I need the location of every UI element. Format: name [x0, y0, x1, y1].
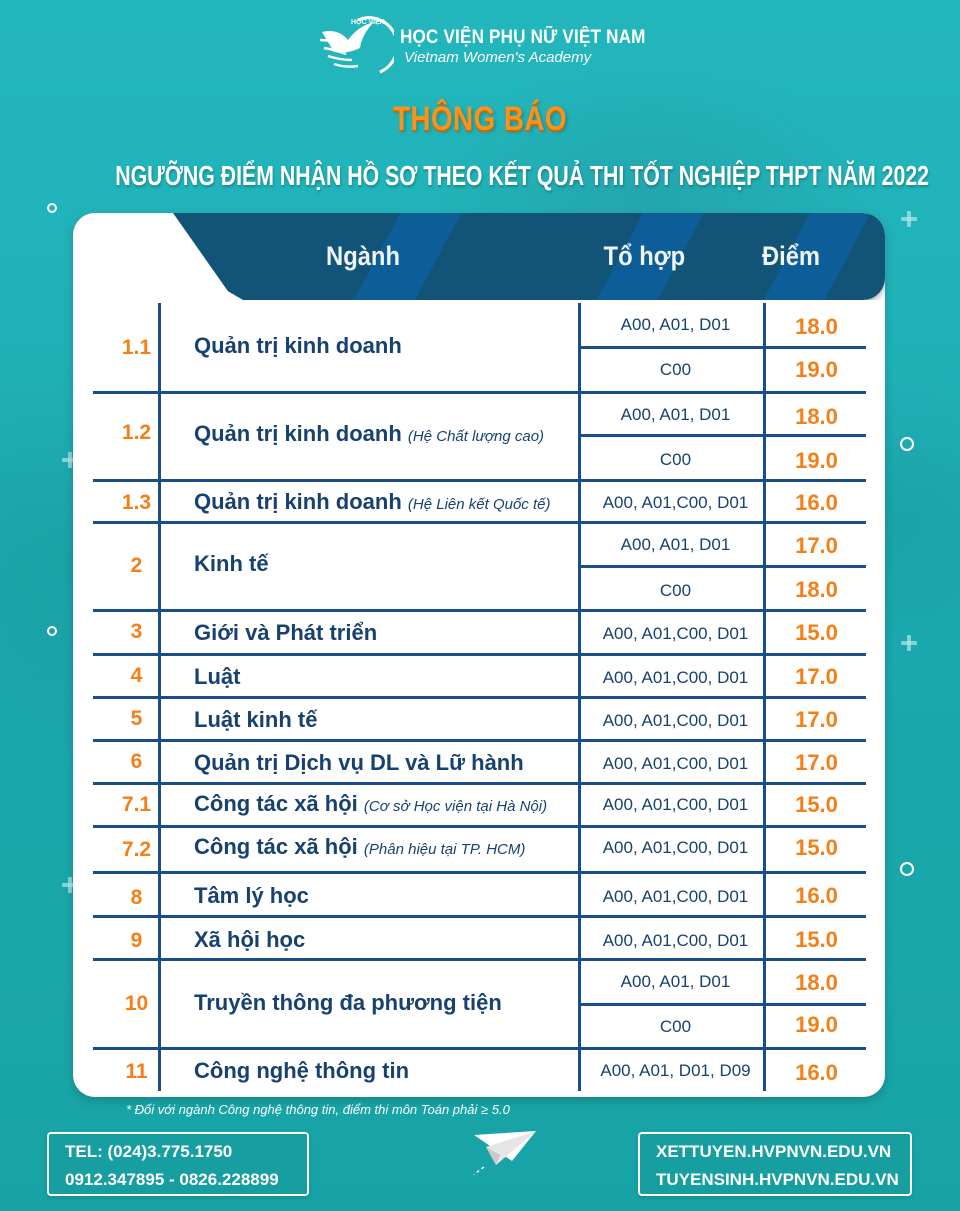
row-number: 2 — [130, 554, 143, 577]
score-value: 17.0 — [795, 707, 838, 732]
combo-value: C00 — [659, 581, 692, 600]
combo-value: A00, A01,C00, D01 — [602, 795, 749, 814]
footnote: * Đối với ngành Công nghệ thông tin, điể… — [126, 1102, 510, 1117]
score-value: 18.0 — [795, 970, 838, 995]
row-number: 4 — [130, 664, 143, 687]
phone-contact-box: TEL: (024)3.775.1750 0912.347895 - 0826.… — [47, 1132, 309, 1196]
row-number: 7.2 — [121, 838, 152, 861]
decor-plus-icon — [901, 211, 917, 227]
combo-value: A00, A01, D01 — [620, 405, 731, 424]
phone-line-2: 0912.347895 - 0826.228899 — [65, 1170, 279, 1189]
score-value: 15.0 — [795, 620, 838, 645]
decor-circle-icon — [900, 437, 914, 451]
phone-line-1: TEL: (024)3.775.1750 — [65, 1142, 233, 1161]
logo-title: HỌC VIỆN PHỤ NỮ VIỆT NAM — [400, 27, 646, 48]
row-number: 1.1 — [121, 336, 152, 359]
row-number: 1.3 — [121, 491, 152, 514]
row-number: 5 — [130, 707, 143, 730]
score-value: 18.0 — [795, 314, 838, 339]
row-number: 7.1 — [121, 793, 152, 816]
notice-heading: THÔNG BÁO — [392, 100, 568, 138]
combo-value: A00, A01,C00, D01 — [602, 711, 749, 730]
score-value: 16.0 — [795, 1060, 838, 1085]
major-name: Luật — [194, 664, 241, 689]
website-contact-box: XETTUYEN.HVPNVN.EDU.VN TUYENSINH.HVPNVN.… — [638, 1132, 912, 1196]
combo-value: C00 — [659, 360, 692, 379]
combo-value: A00, A01, D01, D09 — [600, 1061, 751, 1080]
combo-value: C00 — [659, 1017, 692, 1036]
combo-value: A00, A01, D01 — [620, 315, 731, 334]
decor-plus-icon — [62, 877, 78, 893]
major-name: Quản trị Dịch vụ DL và Lữ hành — [194, 750, 524, 775]
score-value: 16.0 — [795, 490, 838, 515]
column-header-major: Ngành — [326, 241, 400, 271]
score-value: 19.0 — [795, 357, 838, 382]
website-link-2[interactable]: TUYENSINH.HVPNVN.EDU.VN — [656, 1170, 899, 1189]
page-title: NGƯỠNG ĐIỂM NHẬN HỒ SƠ THEO KẾT QUẢ THI … — [115, 160, 929, 191]
major-name: Quản trị kinh doanh — [194, 333, 402, 358]
combo-value: A00, A01,C00, D01 — [602, 624, 749, 643]
row-number: 1.2 — [121, 421, 152, 444]
row-number: 3 — [130, 620, 143, 643]
row-number: 8 — [130, 886, 143, 909]
score-value: 15.0 — [795, 835, 838, 860]
major-name: Kinh tế — [194, 551, 269, 576]
row-number: 11 — [125, 1060, 148, 1083]
major-name: Luật kinh tế — [194, 707, 318, 732]
combo-value: C00 — [659, 450, 692, 469]
column-header-score: Điểm — [761, 241, 821, 271]
score-table-card: Ngành Tổ hợp Điểm 1.1 Quản trị kinh doan… — [73, 213, 885, 1097]
score-value: 17.0 — [795, 664, 838, 689]
academy-logo: HỌC VIỆN HỌC VIỆN PHỤ NỮ VIỆT NAM Vietna… — [318, 14, 673, 80]
score-value: 19.0 — [795, 448, 838, 473]
table-header: Ngành Tổ hợp Điểm — [173, 213, 885, 300]
score-value: 18.0 — [795, 404, 838, 429]
score-value: 17.0 — [795, 750, 838, 775]
row-number: 9 — [130, 929, 143, 952]
score-value: 16.0 — [795, 883, 838, 908]
svg-text:HỌC VIỆN: HỌC VIỆN — [351, 17, 385, 26]
major-name: Quản trị kinh doanh (Hệ Liên kết Quốc tế… — [194, 489, 551, 514]
paper-plane-icon — [473, 1131, 536, 1175]
combo-value: A00, A01,C00, D01 — [602, 668, 749, 687]
decor-plus-icon — [901, 635, 917, 651]
row-number: 10 — [124, 992, 149, 1015]
combo-value: A00, A01,C00, D01 — [602, 931, 749, 950]
score-value: 19.0 — [795, 1012, 838, 1037]
combo-value: A00, A01, D01 — [620, 972, 731, 991]
major-name: Công tác xã hội (Phân hiệu tại TP. HCM) — [194, 834, 526, 859]
major-name: Công nghệ thông tin — [194, 1058, 410, 1083]
combo-value: A00, A01,C00, D01 — [602, 887, 749, 906]
logo-subtitle: Vietnam Women's Academy — [404, 49, 592, 66]
row-number: 6 — [130, 750, 143, 773]
combo-value: A00, A01, D01 — [620, 535, 731, 554]
major-name: Xã hội học — [194, 927, 306, 952]
major-name: Giới và Phát triển — [194, 620, 378, 645]
decor-plus-icon — [62, 452, 78, 468]
decor-circle-icon — [47, 203, 57, 213]
major-name: Công tác xã hội (Cơ sở Học viện tại Hà N… — [194, 791, 548, 816]
decor-circle-icon — [47, 626, 57, 636]
major-name: Truyền thông đa phương tiện — [194, 990, 502, 1015]
combo-value: A00, A01,C00, D01 — [602, 493, 749, 512]
major-name: Quản trị kinh doanh (Hệ Chất lượng cao) — [194, 421, 545, 446]
score-value: 15.0 — [795, 792, 838, 817]
major-name: Tâm lý học — [194, 883, 309, 908]
score-value: 17.0 — [795, 533, 838, 558]
score-value: 18.0 — [795, 577, 838, 602]
academy-emblem-icon: HỌC VIỆN — [318, 14, 399, 80]
decor-circle-icon — [900, 862, 914, 876]
combo-value: A00, A01,C00, D01 — [602, 754, 749, 773]
combo-value: A00, A01,C00, D01 — [602, 838, 749, 857]
score-value: 15.0 — [795, 927, 838, 952]
website-link-1[interactable]: XETTUYEN.HVPNVN.EDU.VN — [656, 1142, 892, 1161]
column-header-combo: Tổ hợp — [603, 241, 686, 271]
